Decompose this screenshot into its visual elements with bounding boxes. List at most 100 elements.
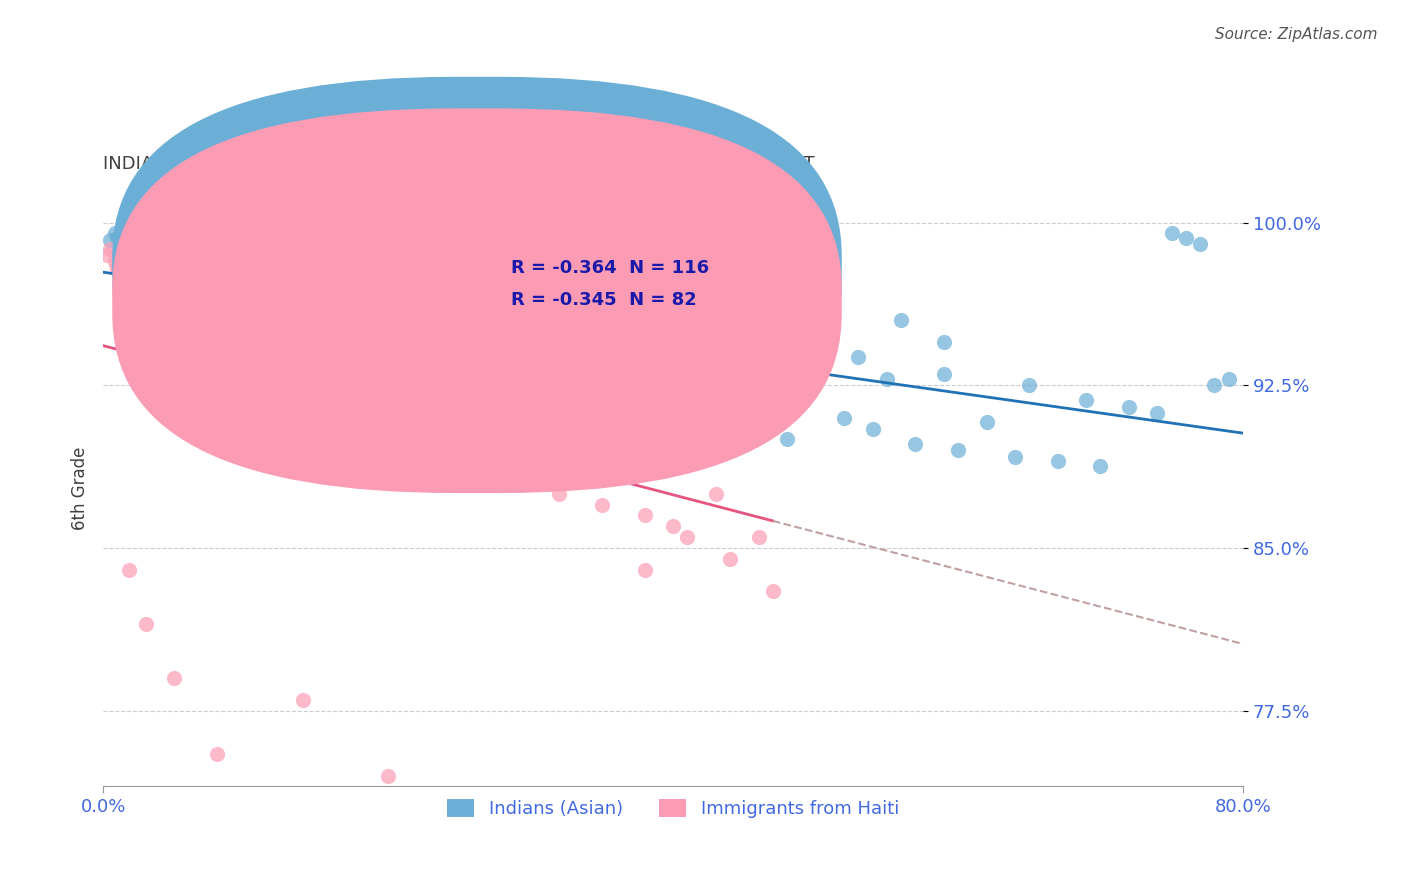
Point bbox=[110, 269, 132, 284]
Point bbox=[163, 269, 186, 284]
Point bbox=[505, 334, 527, 349]
Point bbox=[146, 242, 169, 256]
Point bbox=[170, 252, 193, 267]
Point bbox=[633, 313, 655, 327]
Point bbox=[184, 378, 207, 392]
Point bbox=[377, 433, 399, 447]
Point bbox=[619, 363, 641, 377]
Point bbox=[118, 563, 141, 577]
Point bbox=[221, 274, 243, 288]
Point bbox=[135, 616, 157, 631]
Point bbox=[149, 298, 172, 312]
Point bbox=[876, 372, 898, 386]
Point bbox=[890, 313, 912, 327]
Point bbox=[976, 415, 998, 429]
Point bbox=[319, 410, 342, 425]
Point bbox=[405, 345, 427, 359]
Point bbox=[235, 281, 257, 295]
Point bbox=[135, 319, 157, 334]
Point bbox=[1076, 393, 1098, 408]
Point bbox=[419, 350, 441, 364]
Point bbox=[103, 254, 125, 268]
Point bbox=[533, 384, 555, 399]
Point bbox=[1090, 458, 1112, 473]
Point bbox=[291, 357, 314, 371]
Point bbox=[163, 248, 186, 262]
Point bbox=[419, 389, 441, 403]
Point bbox=[163, 324, 186, 338]
Point bbox=[132, 239, 155, 253]
Point bbox=[205, 747, 228, 761]
Point bbox=[156, 313, 179, 327]
Text: R = -0.364  N = 116: R = -0.364 N = 116 bbox=[512, 260, 709, 277]
Point bbox=[1189, 237, 1212, 252]
Point bbox=[932, 368, 955, 382]
Point bbox=[235, 302, 257, 317]
Point bbox=[277, 277, 299, 291]
Point bbox=[690, 415, 713, 429]
Point bbox=[146, 345, 169, 359]
Point bbox=[776, 433, 799, 447]
Point bbox=[256, 278, 278, 293]
Point bbox=[648, 319, 671, 334]
Point bbox=[121, 292, 143, 306]
Point bbox=[463, 368, 485, 382]
Point bbox=[1160, 227, 1182, 241]
Point bbox=[198, 313, 221, 327]
Point bbox=[135, 252, 157, 267]
Point bbox=[291, 400, 314, 414]
Point bbox=[548, 357, 571, 371]
Text: Source: ZipAtlas.com: Source: ZipAtlas.com bbox=[1215, 27, 1378, 42]
Point bbox=[305, 443, 328, 458]
Point bbox=[548, 422, 571, 436]
Point bbox=[662, 519, 685, 533]
Point bbox=[904, 437, 927, 451]
Point bbox=[125, 242, 148, 256]
Point bbox=[142, 248, 165, 262]
Point bbox=[718, 551, 741, 566]
Point bbox=[1218, 372, 1240, 386]
Point bbox=[718, 422, 741, 436]
Point bbox=[249, 285, 271, 299]
Point bbox=[633, 404, 655, 418]
Point bbox=[191, 263, 214, 277]
Point bbox=[152, 350, 174, 364]
Point bbox=[156, 250, 179, 264]
FancyBboxPatch shape bbox=[446, 238, 765, 321]
Point bbox=[377, 769, 399, 783]
Point bbox=[319, 313, 342, 327]
Point bbox=[125, 302, 148, 317]
Point bbox=[98, 233, 121, 247]
Point bbox=[149, 246, 172, 260]
Point bbox=[319, 292, 342, 306]
Point bbox=[419, 319, 441, 334]
Point bbox=[132, 313, 155, 327]
Point bbox=[748, 530, 770, 544]
Point bbox=[242, 334, 264, 349]
Point bbox=[177, 307, 200, 321]
Point bbox=[633, 563, 655, 577]
Point bbox=[662, 410, 685, 425]
Point bbox=[491, 281, 513, 295]
Y-axis label: 6th Grade: 6th Grade bbox=[72, 447, 89, 530]
Text: INDIAN (ASIAN) VS IMMIGRANTS FROM HAITI 6TH GRADE CORRELATION CHART: INDIAN (ASIAN) VS IMMIGRANTS FROM HAITI … bbox=[103, 155, 814, 173]
Point bbox=[96, 248, 118, 262]
Point bbox=[391, 339, 413, 353]
Point bbox=[198, 389, 221, 403]
Point bbox=[762, 342, 785, 356]
Point bbox=[591, 345, 613, 359]
Point bbox=[160, 357, 183, 371]
Point bbox=[163, 671, 186, 685]
Point bbox=[221, 368, 243, 382]
Point bbox=[1146, 407, 1168, 421]
Point bbox=[118, 235, 141, 249]
Point bbox=[605, 400, 627, 414]
Point bbox=[676, 357, 699, 371]
Point bbox=[491, 465, 513, 479]
Point bbox=[263, 389, 285, 403]
Point bbox=[1018, 378, 1040, 392]
Point bbox=[562, 302, 585, 317]
Point bbox=[676, 530, 699, 544]
Point bbox=[591, 433, 613, 447]
Point bbox=[463, 400, 485, 414]
